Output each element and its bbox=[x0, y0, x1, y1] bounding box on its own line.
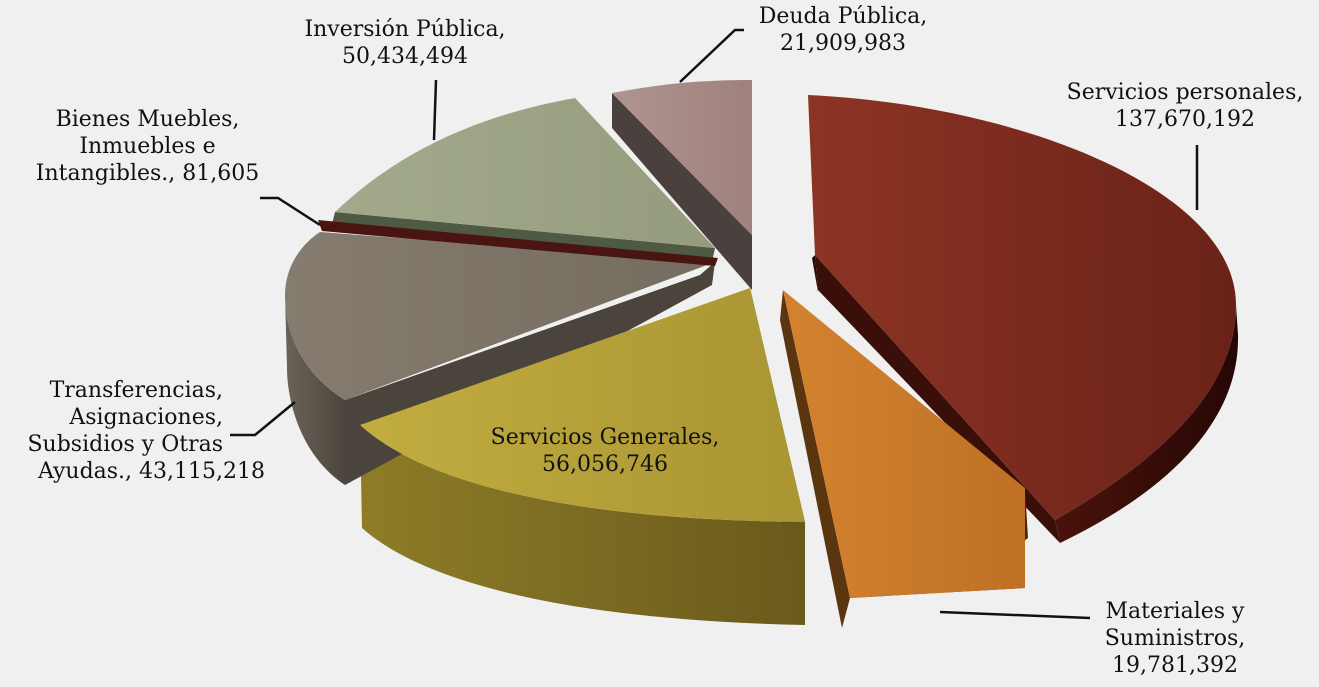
slice-deuda-publica bbox=[612, 80, 752, 235]
leader-deuda bbox=[679, 28, 744, 83]
label-deuda-publica: Deuda Pública, 21,909,983 bbox=[758, 4, 928, 56]
label-materiales-y-suministros: Materiales y Suministros, 19,781,392 bbox=[1104, 599, 1246, 678]
label-servicios-personales: Servicios personales, 137,670,192 bbox=[1066, 80, 1304, 132]
leader-lines bbox=[230, 28, 1199, 620]
slice-side-materiales-inner bbox=[780, 290, 850, 628]
slice-servicios-personales bbox=[808, 95, 1236, 520]
pie-tops bbox=[285, 80, 1236, 598]
slice-bienes-muebles bbox=[318, 220, 718, 266]
label-transferencias: Transferencias, Asignaciones, Subsidios … bbox=[27, 378, 265, 484]
slice-servicios-generales bbox=[360, 288, 805, 522]
slice-side-transferencias bbox=[285, 295, 345, 485]
slice-side-deuda bbox=[612, 93, 752, 290]
leader-transferencias bbox=[230, 401, 296, 437]
leader-inversion bbox=[432, 79, 438, 141]
label-servicios-generales: Servicios Generales, 56,056,746 bbox=[490, 425, 720, 477]
slice-transferencias bbox=[285, 232, 715, 400]
slice-inversion-publica bbox=[335, 98, 715, 248]
leader-materiales bbox=[939, 610, 1091, 620]
slice-side-servicios-generales bbox=[360, 425, 805, 625]
slice-side-servicios-personales bbox=[1055, 305, 1239, 543]
label-bienes-muebles: Bienes Muebles, Inmuebles e Intangibles.… bbox=[35, 107, 260, 186]
label-inversion-publica: Inversión Pública, 50,434,494 bbox=[304, 17, 506, 69]
slice-side-servicios-personales-front bbox=[812, 255, 818, 292]
slice-materiales-y-suministros bbox=[783, 290, 1025, 598]
leader-bienes-muebles bbox=[260, 196, 321, 227]
